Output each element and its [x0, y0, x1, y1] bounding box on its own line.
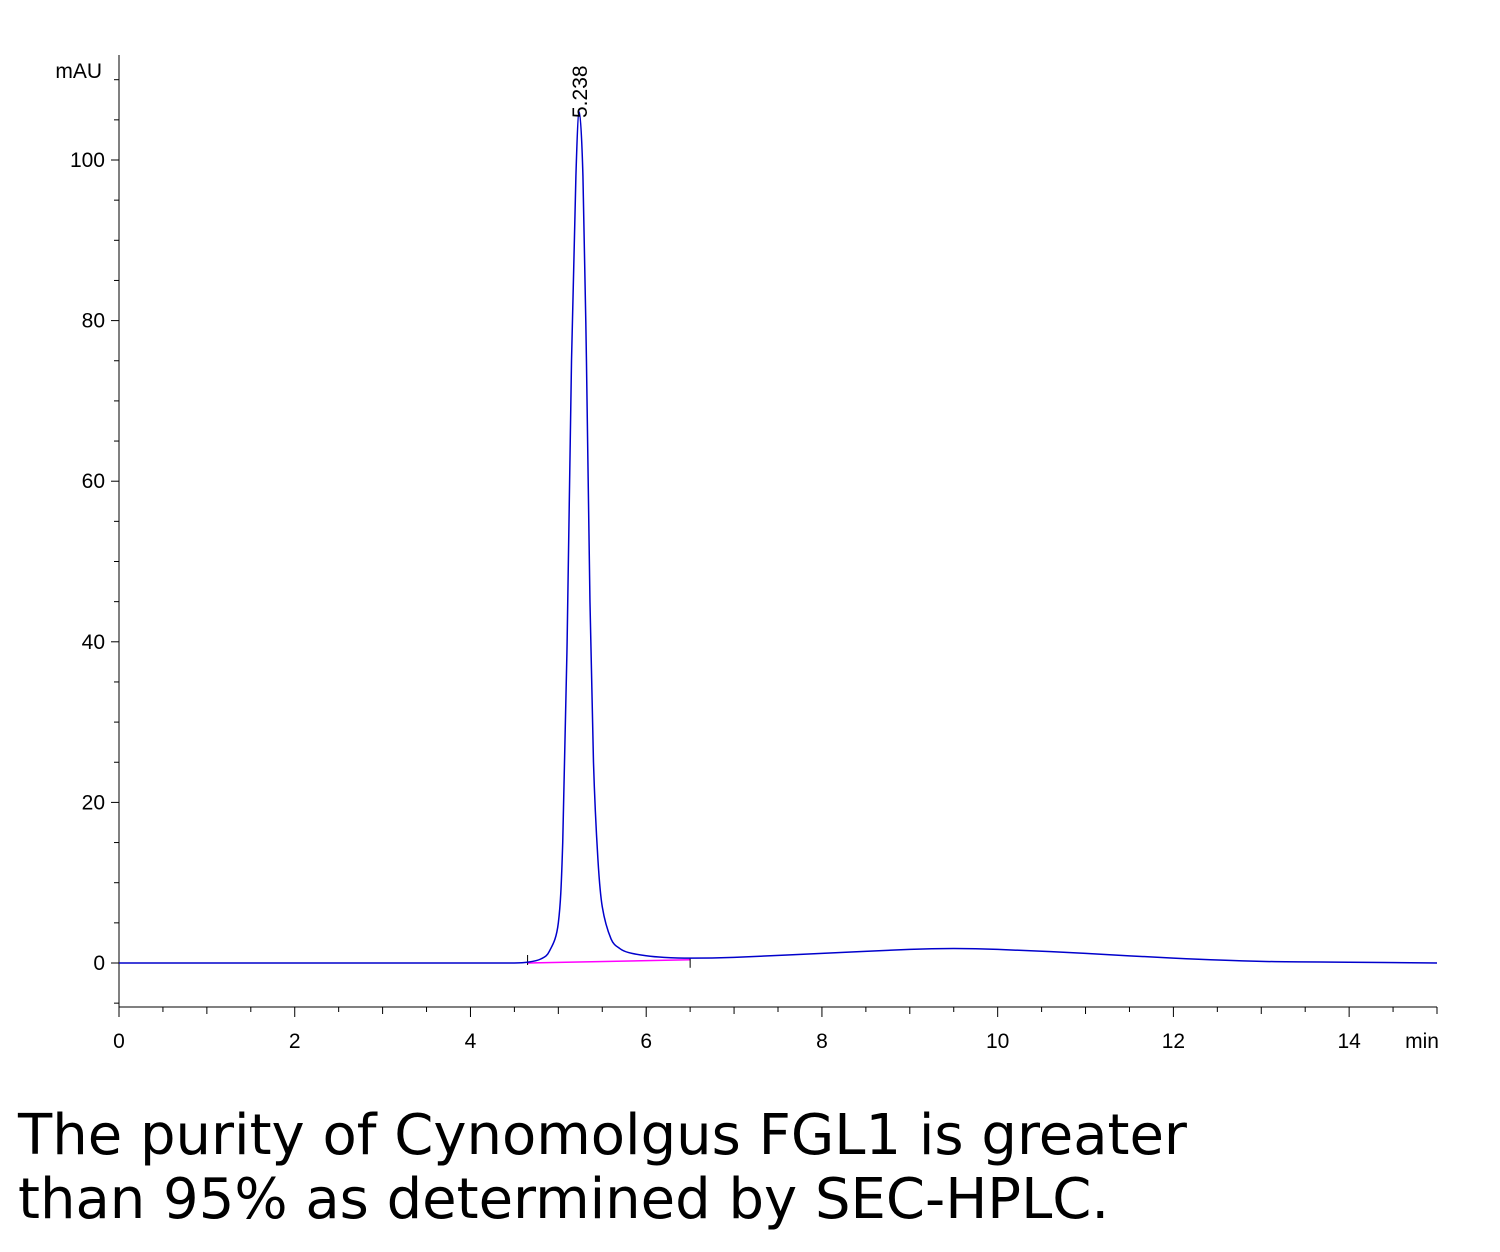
- x-tick-label: 8: [816, 1030, 828, 1053]
- y-tick-label: 40: [82, 631, 105, 654]
- x-tick-label: 10: [986, 1030, 1009, 1053]
- x-tick-label: 0: [113, 1030, 125, 1053]
- caption: The purity of Cynomolgus FGL1 is greater…: [18, 1104, 1478, 1232]
- x-tick-label: 4: [465, 1030, 477, 1053]
- chromatogram-chart: 0 20 40 60 80 100 mAU 0 2 4 6 8 10 12 14 min 5.238: [55, 55, 1439, 1053]
- x-tick-label: 12: [1162, 1030, 1185, 1053]
- axes: 0 20 40 60 80 100 mAU 0 2 4 6 8 10 12 14 min: [55, 55, 1439, 1053]
- x-tick-label: 6: [640, 1030, 652, 1053]
- plot-area: 5.238: [119, 65, 1438, 968]
- y-tick-label: 0: [93, 952, 105, 975]
- x-tick-label: 2: [289, 1030, 301, 1053]
- x-tick-label: 14: [1337, 1030, 1361, 1053]
- y-tick-label: 100: [70, 149, 105, 172]
- chromatogram-line: [119, 111, 1438, 964]
- y-axis-label: mAU: [55, 60, 102, 83]
- y-tick-label: 20: [82, 791, 105, 814]
- caption-line-2: than 95% as determined by SEC-HPLC.: [18, 1167, 1110, 1232]
- caption-line-1: The purity of Cynomolgus FGL1 is greater: [18, 1103, 1187, 1168]
- peak-label: 5.238: [569, 65, 592, 118]
- y-tick-label: 60: [82, 470, 105, 493]
- y-tick-label: 80: [82, 310, 105, 333]
- integration-baseline: [527, 959, 691, 964]
- x-axis-label: min: [1405, 1030, 1439, 1053]
